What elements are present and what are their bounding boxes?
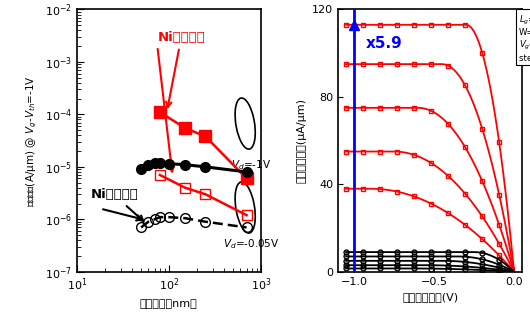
- Y-axis label: ドレイン電流(μA/μm): ドレイン電流(μA/μm): [297, 98, 306, 183]
- X-axis label: ドレイン電圧(V): ドレイン電圧(V): [402, 292, 458, 302]
- Text: $V_d$=-1V: $V_d$=-1V: [232, 158, 271, 172]
- Text: Ni合金無し: Ni合金無し: [90, 188, 143, 221]
- Text: x5.9: x5.9: [365, 36, 402, 51]
- Text: $L_g$=80nm
W=7nm
$V_g$-$V_{th}$=0~1V
step 0.25V: $L_g$=80nm W=7nm $V_g$-$V_{th}$=0~1V ste…: [519, 14, 530, 63]
- X-axis label: ゲート長（nm）: ゲート長（nm）: [140, 299, 198, 309]
- Text: $V_d$=-0.05V: $V_d$=-0.05V: [223, 238, 280, 251]
- Text: Ni合金有り: Ni合金有り: [157, 31, 205, 107]
- Y-axis label: オン電流(A/μm) @ $\mathit{V_g}$-$\mathit{V_{th}}$=-1V: オン電流(A/μm) @ $\mathit{V_g}$-$\mathit{V_{…: [25, 75, 39, 207]
